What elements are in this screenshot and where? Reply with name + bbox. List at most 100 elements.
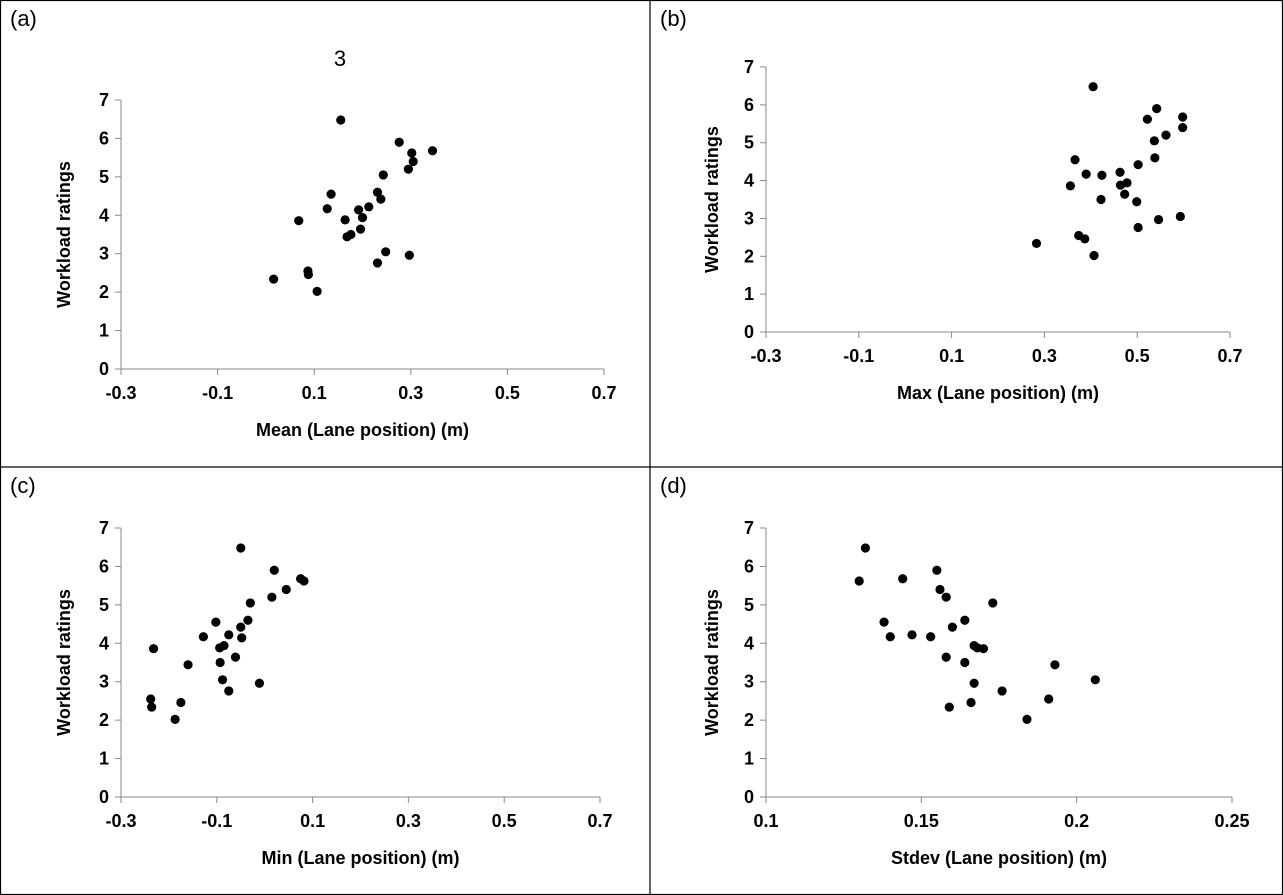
chart-panel: (c) 0 1 2 3 4 5 6 7 -0.3 -0.1 0.1 0.3 0.5 0.7 Min (Lane… <box>10 473 613 868</box>
panel-label: (a) <box>10 6 37 31</box>
data-point <box>355 224 366 234</box>
data-point <box>1152 104 1162 114</box>
data-point <box>1178 122 1188 133</box>
data-point <box>245 598 255 608</box>
data-point <box>236 622 246 632</box>
data-point <box>170 714 180 724</box>
x-tick-label: 0.7 <box>591 383 616 403</box>
data-point <box>403 164 413 174</box>
x-tick-label: 0.5 <box>495 383 520 403</box>
x-tick-label: 0.15 <box>904 811 939 831</box>
data-point <box>1133 222 1143 233</box>
x-tick-label: 0.5 <box>1125 346 1150 366</box>
data-point <box>354 205 364 215</box>
data-point <box>972 643 982 653</box>
data-point <box>336 115 346 125</box>
figure-panels: (a) 0 1 2 3 4 5 6 7 -0.3 -0.1 0.1 0.3 0.5 0.7 Mean (Lan… <box>10 6 1250 868</box>
x-axis-title: Mean (Lane position) (m) <box>256 420 469 440</box>
x-tick-label: 0.25 <box>1214 811 1249 831</box>
data-point <box>969 678 979 688</box>
data-point <box>340 215 350 225</box>
data-point <box>312 286 322 296</box>
data-point <box>879 617 889 627</box>
y-axis-title: Workload ratings <box>54 589 74 736</box>
data-point <box>357 212 368 223</box>
x-tick-label: 0.3 <box>398 383 423 403</box>
data-point <box>1044 694 1054 704</box>
data-point <box>146 694 156 704</box>
data-point <box>1149 136 1159 146</box>
data-point <box>854 576 864 586</box>
data-point <box>376 194 386 204</box>
data-point <box>342 232 352 242</box>
y-tick-label: 7 <box>744 57 754 77</box>
data-point <box>364 202 374 212</box>
x-tick-label: 0.2 <box>1064 811 1089 831</box>
x-tick-label: 0.7 <box>587 811 612 831</box>
x-axis-title: Min (Lane position) (m) <box>262 848 460 868</box>
x-tick-label: 0.5 <box>492 811 517 831</box>
data-point <box>322 204 332 214</box>
data-point <box>947 622 958 632</box>
x-tick-label: 0.3 <box>1032 346 1057 366</box>
data-point <box>147 702 157 712</box>
data-point <box>381 247 391 257</box>
data-point <box>885 632 895 642</box>
data-point <box>230 652 241 662</box>
stray-label: 3 <box>334 46 346 71</box>
data-point <box>394 137 404 147</box>
y-axis-title: Workload ratings <box>702 126 722 273</box>
data-point <box>1081 169 1091 179</box>
data-point <box>148 644 159 654</box>
data-point <box>1132 197 1142 207</box>
y-tick-label: 1 <box>99 321 109 341</box>
y-tick-label: 2 <box>99 282 109 302</box>
x-tick-label: 0.1 <box>939 346 964 366</box>
data-point <box>935 584 945 595</box>
data-point <box>211 617 221 627</box>
data-point <box>176 697 186 708</box>
data-point <box>898 574 908 584</box>
y-tick-label: 2 <box>744 710 754 730</box>
x-tick-label: 0.7 <box>1217 346 1242 366</box>
data-point <box>1090 675 1100 685</box>
data-point <box>198 632 208 642</box>
y-tick-label: 3 <box>99 244 109 264</box>
data-point <box>243 615 253 625</box>
data-point <box>1153 214 1164 225</box>
y-tick-label: 3 <box>744 672 754 692</box>
y-tick-label: 6 <box>744 556 754 576</box>
data-point <box>960 657 970 668</box>
data-point <box>236 543 246 553</box>
data-point <box>254 678 265 688</box>
data-point <box>1142 114 1153 124</box>
y-tick-label: 3 <box>99 672 109 692</box>
y-tick-label: 7 <box>99 90 109 110</box>
y-tick-label: 6 <box>744 95 754 115</box>
data-point <box>224 630 234 640</box>
data-point <box>1161 130 1171 140</box>
y-tick-label: 7 <box>99 518 109 538</box>
data-point <box>1031 238 1042 249</box>
data-point <box>215 643 225 653</box>
data-point <box>966 697 976 708</box>
data-point <box>183 660 193 670</box>
data-point <box>941 592 951 602</box>
x-axis-title: Max (Lane position) (m) <box>897 383 1099 403</box>
data-point <box>269 274 279 284</box>
data-point <box>941 652 951 662</box>
data-point <box>926 632 936 642</box>
y-tick-label: 4 <box>744 633 754 653</box>
y-tick-label: 1 <box>99 749 109 769</box>
y-axis-title: Workload ratings <box>702 589 722 736</box>
data-point <box>860 543 871 553</box>
y-tick-label: 2 <box>744 246 754 266</box>
y-tick-label: 4 <box>744 171 754 191</box>
panel-label: (d) <box>660 473 687 498</box>
data-point <box>372 187 383 197</box>
y-tick-label: 5 <box>99 167 109 187</box>
data-point <box>237 633 247 643</box>
x-tick-label: -0.1 <box>202 383 233 403</box>
data-point <box>303 269 314 280</box>
